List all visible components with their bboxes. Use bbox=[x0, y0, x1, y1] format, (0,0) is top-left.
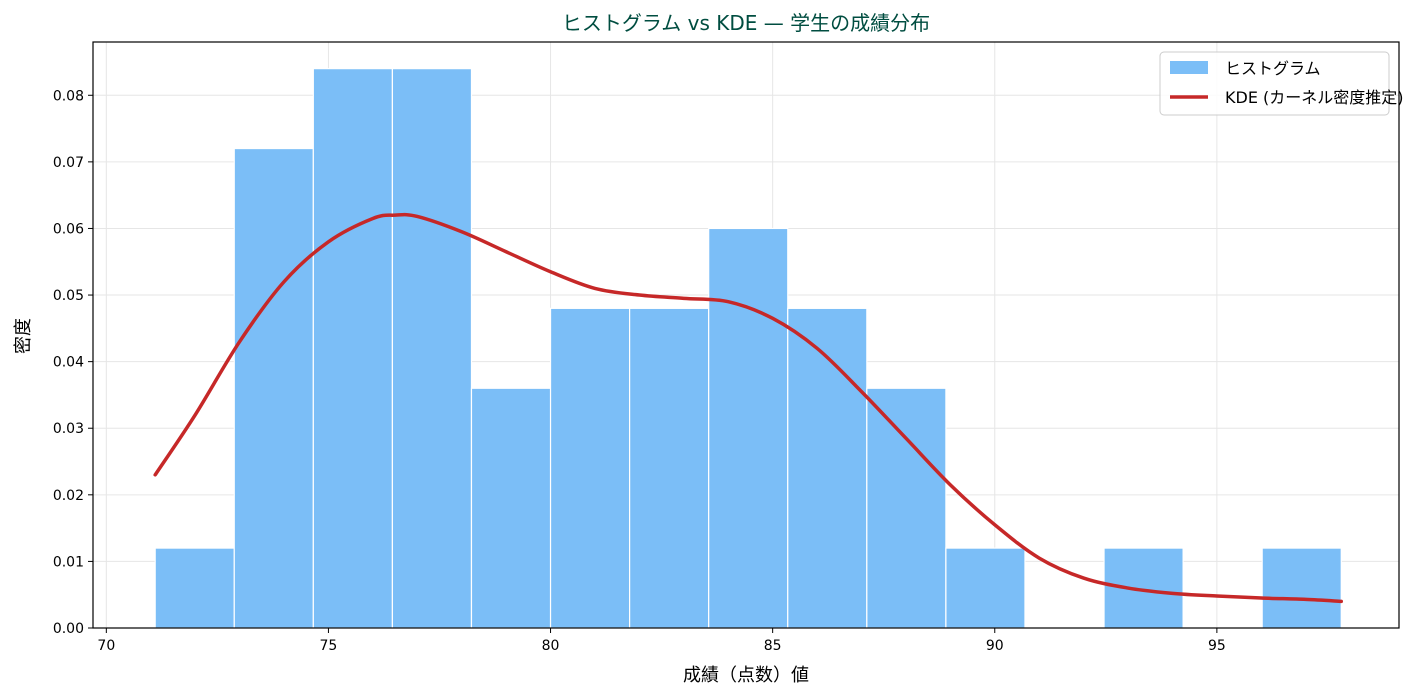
kde-curve-layer bbox=[153, 212, 1343, 604]
histogram-bar bbox=[787, 307, 868, 629]
histogram-bar bbox=[549, 307, 631, 629]
legend-histogram-label: ヒストグラム bbox=[1225, 59, 1321, 78]
histogram-bar bbox=[233, 147, 314, 629]
y-tick-label: 0.01 bbox=[53, 554, 84, 570]
y-axis-ticks: 0.00 0.01 0.02 0.03 0.04 0.05 0.06 0.07 0.08 bbox=[53, 88, 93, 637]
histogram-bar bbox=[470, 387, 552, 629]
histogram-bar bbox=[312, 68, 394, 629]
x-tick-label: 75 bbox=[320, 638, 338, 654]
y-tick-label: 0.05 bbox=[53, 288, 84, 304]
histogram-bar bbox=[866, 387, 947, 629]
legend-histogram-swatch bbox=[1170, 61, 1208, 74]
y-tick-label: 0.08 bbox=[53, 88, 84, 104]
legend-box bbox=[1159, 51, 1390, 116]
x-tick-label: 70 bbox=[97, 638, 115, 654]
kde-curve bbox=[153, 212, 1343, 604]
histogram-bar bbox=[629, 307, 710, 629]
histogram-bar bbox=[1261, 547, 1342, 629]
y-tick-label: 0.02 bbox=[53, 488, 84, 504]
chart-title: ヒストグラム vs KDE — 学生の成績分布 bbox=[562, 11, 930, 35]
histogram-bars bbox=[154, 68, 1342, 629]
histogram-bar bbox=[1103, 547, 1184, 629]
y-tick-label: 0.00 bbox=[53, 621, 84, 637]
legend-kde-label: KDE (カーネル密度推定) bbox=[1225, 88, 1404, 107]
x-tick-label: 95 bbox=[1208, 638, 1226, 654]
x-tick-label: 90 bbox=[986, 638, 1004, 654]
x-axis-label: 成績（点数）値 bbox=[683, 665, 809, 686]
histogram-bar bbox=[708, 227, 789, 629]
y-tick-label: 0.03 bbox=[53, 421, 84, 437]
histogram-bar bbox=[154, 547, 235, 629]
y-axis-label: 密度 bbox=[13, 318, 34, 354]
histogram-bar bbox=[391, 68, 473, 629]
x-tick-label: 80 bbox=[542, 638, 560, 654]
x-tick-label: 85 bbox=[764, 638, 782, 654]
y-tick-label: 0.07 bbox=[53, 155, 84, 171]
legend: ヒストグラム KDE (カーネル密度推定) bbox=[1159, 51, 1404, 116]
y-tick-label: 0.04 bbox=[53, 355, 84, 371]
y-tick-label: 0.06 bbox=[53, 221, 84, 237]
plot-frame bbox=[92, 41, 1400, 629]
x-axis-ticks: 70 75 80 85 90 95 bbox=[97, 628, 1226, 654]
histogram-bar bbox=[945, 547, 1026, 629]
